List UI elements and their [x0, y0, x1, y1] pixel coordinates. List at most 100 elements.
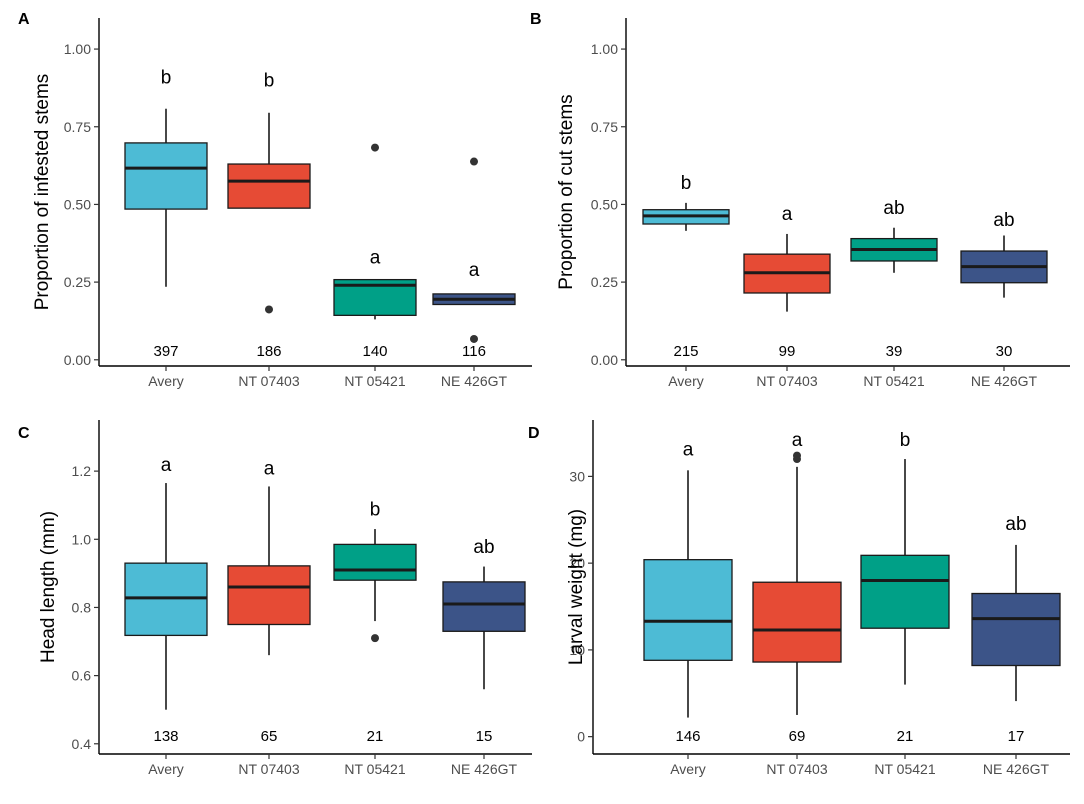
x-tick-label: NT 05421 [344, 373, 405, 389]
x-tick-label: NE 426GT [441, 373, 508, 389]
panel-label: B [530, 11, 542, 28]
sample-count: 146 [675, 728, 700, 745]
iqr-box [333, 543, 417, 581]
significance-letter: a [264, 459, 275, 480]
panel-label: D [528, 425, 540, 442]
y-tick-label: 1.00 [64, 41, 91, 57]
y-tick-label: 0.8 [72, 599, 92, 615]
x-tick-label: NT 05421 [874, 761, 935, 777]
x-tick-label: NE 426GT [451, 761, 518, 777]
sample-count: 186 [256, 343, 281, 360]
box-nt-07403: a 69 [752, 430, 842, 745]
box-nt-07403: b 186 [227, 70, 311, 360]
y-tick-label: 0.4 [72, 736, 92, 752]
significance-letter: ab [883, 198, 904, 219]
sample-count: 39 [886, 343, 903, 360]
box-avery: a 146 [643, 440, 733, 745]
x-tick-label: NT 05421 [863, 373, 924, 389]
x-tick-label: NT 07403 [238, 761, 299, 777]
iqr-box [860, 554, 950, 629]
x-tick-label: Avery [668, 373, 704, 389]
y-tick-label: 0.6 [72, 668, 92, 684]
box-nt-05421: a 140 [333, 143, 417, 360]
box-nt-05421: b 21 [333, 499, 417, 745]
x-tick-label: NT 07403 [766, 761, 827, 777]
y-tick-label: 0.50 [64, 196, 91, 212]
y-tick-label: 1.00 [591, 41, 618, 57]
y-tick-label: 0 [577, 729, 585, 745]
box-ne-426gt: a 116 [432, 157, 516, 360]
sample-count: 15 [476, 728, 493, 745]
box-avery: b 215 [642, 173, 730, 360]
box-nt-07403: a 99 [743, 204, 831, 360]
panel-b: B 0.00 0.25 0.50 0.75 1.00 Proportion of cut s… [530, 11, 1070, 389]
panel-label: A [18, 11, 30, 28]
iqr-box [643, 559, 733, 661]
y-tick-label: 0.50 [591, 196, 618, 212]
y-tick-label: 0.75 [64, 119, 91, 135]
panel-c: C 0.4 0.6 0.8 1.0 1.2 Head length (mm) a 138 Aver… [18, 420, 532, 777]
y-tick-label: 0.75 [591, 119, 618, 135]
x-tick-label: Avery [148, 761, 184, 777]
significance-letter: a [370, 247, 381, 268]
y-tick-label: 20 [569, 555, 585, 571]
sample-count: 138 [153, 728, 178, 745]
outlier-point [371, 634, 379, 643]
significance-letter: b [161, 67, 172, 88]
sample-count: 215 [673, 343, 698, 360]
significance-letter: b [681, 173, 692, 194]
x-tick-label: NT 07403 [238, 373, 299, 389]
box-ne-426gt: ab 15 [442, 537, 526, 745]
box-nt-05421: ab 39 [850, 198, 938, 360]
panel-a: A 0.00 0.25 0.50 0.75 1.00 Proportion of infes… [18, 11, 532, 389]
y-axis-title: Proportion of cut stems [556, 94, 577, 289]
iqr-box [442, 581, 526, 632]
sample-count: 99 [779, 343, 796, 360]
y-axis-title: Proportion of infested stems [32, 74, 53, 311]
iqr-box [227, 163, 311, 209]
significance-letter: a [782, 204, 793, 225]
x-tick-label: Avery [148, 373, 184, 389]
x-tick-label: NT 07403 [756, 373, 817, 389]
significance-letter: b [900, 430, 911, 451]
significance-letter: b [264, 70, 275, 91]
sample-count: 21 [897, 728, 914, 745]
x-tick-label: NE 426GT [983, 761, 1050, 777]
y-tick-label: 10 [569, 642, 585, 658]
y-axis-title: Head length (mm) [38, 511, 59, 663]
y-tick-label: 1.0 [72, 531, 92, 547]
y-tick-label: 0.00 [591, 352, 618, 368]
box-ne-426gt: ab 17 [971, 514, 1061, 745]
box-ne-426gt: ab 30 [960, 210, 1048, 360]
sample-count: 140 [362, 343, 387, 360]
outlier-point [371, 143, 379, 152]
y-tick-label: 0.25 [64, 274, 91, 290]
x-tick-label: Avery [670, 761, 706, 777]
sample-count: 69 [789, 728, 806, 745]
sample-count: 30 [996, 343, 1013, 360]
significance-letter: ab [1005, 514, 1026, 535]
box-avery: b 397 [124, 67, 208, 360]
outlier-point [470, 334, 478, 343]
sample-count: 116 [462, 343, 486, 360]
x-tick-label: NT 05421 [344, 761, 405, 777]
y-axis-title: Larval weight (mg) [566, 509, 587, 665]
outlier-point [470, 157, 478, 166]
significance-letter: a [469, 260, 480, 281]
outlier-point [793, 451, 801, 460]
iqr-box [124, 142, 208, 210]
significance-letter: a [161, 455, 172, 476]
sample-count: 397 [153, 343, 178, 360]
iqr-box [227, 565, 311, 626]
box-avery: a 138 [124, 455, 208, 745]
panel-d: D 0 10 20 30 Larval weight (mg) a 146 Avery a 69 NT… [528, 420, 1070, 777]
y-tick-label: 30 [569, 468, 585, 484]
significance-letter: b [370, 499, 381, 520]
box-nt-05421: b 21 [860, 430, 950, 745]
significance-letter: ab [993, 210, 1014, 231]
sample-count: 17 [1008, 728, 1025, 745]
significance-letter: a [792, 430, 803, 451]
significance-letter: ab [473, 537, 494, 558]
y-tick-label: 0.25 [591, 274, 618, 290]
